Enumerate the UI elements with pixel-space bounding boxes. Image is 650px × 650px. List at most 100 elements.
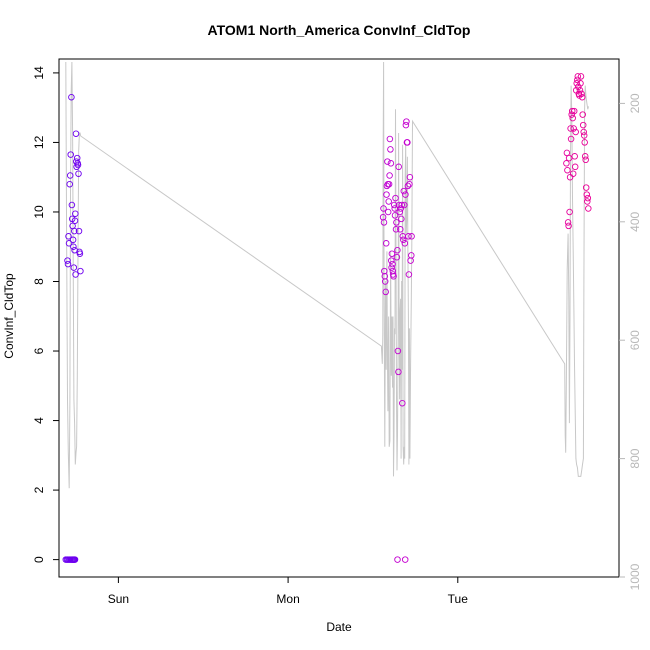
- data-point: [584, 198, 591, 205]
- data-point: [570, 107, 578, 115]
- data-point: [67, 151, 74, 158]
- data-point: [569, 114, 576, 122]
- data-point: [381, 278, 389, 285]
- data-point: [402, 121, 410, 129]
- data-point: [395, 163, 402, 171]
- data-point: [583, 191, 591, 198]
- data-point: [392, 194, 399, 202]
- y2-tick-label: 1000: [628, 563, 642, 590]
- data-point: [389, 260, 396, 268]
- data-point: [382, 240, 390, 247]
- data-point: [66, 172, 74, 179]
- data-point: [398, 215, 405, 223]
- data-point: [394, 246, 401, 254]
- data-point: [72, 130, 80, 137]
- data-point: [387, 146, 394, 153]
- data-point: [65, 240, 73, 247]
- points-layer: [62, 73, 592, 563]
- data-point: [396, 208, 404, 216]
- data-point: [64, 257, 71, 264]
- data-point: [395, 201, 403, 209]
- data-point: [65, 233, 72, 240]
- data-point: [394, 347, 402, 355]
- data-point: [77, 267, 84, 275]
- data-point: [391, 205, 398, 212]
- data-point: [380, 219, 388, 226]
- data-point: [385, 180, 393, 188]
- y-axis-label: ConvInf_CldTop: [2, 273, 16, 359]
- data-point: [70, 243, 77, 250]
- data-point: [579, 111, 586, 118]
- data-point: [563, 149, 571, 157]
- y-tick-label: 14: [32, 66, 46, 80]
- data-point: [71, 217, 79, 224]
- pressure-series-line: [65, 61, 589, 489]
- data-point: [385, 198, 392, 205]
- data-point: [400, 187, 408, 195]
- data-point: [70, 264, 78, 271]
- data-point: [66, 180, 73, 188]
- data-point: [390, 273, 397, 280]
- data-point: [581, 139, 588, 146]
- data-point: [406, 173, 414, 181]
- x-tick-label: Sun: [108, 592, 129, 606]
- data-point: [567, 125, 574, 132]
- data-point: [582, 156, 589, 164]
- data-point: [405, 271, 413, 278]
- data-point: [569, 170, 577, 177]
- data-point: [64, 260, 72, 268]
- data-point: [390, 201, 398, 209]
- data-point: [76, 250, 84, 257]
- data-point: [388, 257, 395, 264]
- y-tick-label: 10: [32, 205, 46, 219]
- data-point: [573, 80, 580, 87]
- x-axis-label: Date: [326, 620, 352, 634]
- data-point: [578, 90, 585, 98]
- data-point: [73, 163, 80, 171]
- data-point: [564, 166, 571, 174]
- data-point: [397, 226, 404, 233]
- data-point: [575, 83, 582, 91]
- pressure-line-layer: [65, 61, 589, 489]
- data-point: [408, 233, 415, 240]
- y2-axis: 200 400 600 800 1000: [619, 93, 642, 590]
- data-point: [401, 556, 409, 563]
- data-point: [388, 264, 395, 271]
- x-tick-label: Tue: [448, 592, 469, 606]
- data-point: [397, 205, 405, 212]
- data-point: [400, 236, 407, 244]
- data-point: [75, 170, 82, 177]
- data-point: [404, 182, 412, 190]
- x-tick-label: Mon: [276, 592, 299, 606]
- data-point: [565, 222, 572, 230]
- data-point: [574, 73, 582, 80]
- data-point: [572, 128, 579, 136]
- data-point: [566, 208, 573, 216]
- data-point: [395, 368, 402, 376]
- data-point: [580, 132, 588, 139]
- data-point: [383, 191, 390, 198]
- data-point: [386, 135, 394, 143]
- data-point: [580, 128, 587, 136]
- y-tick-label: 8: [32, 278, 46, 285]
- data-point: [564, 219, 572, 226]
- data-point: [68, 201, 76, 209]
- data-point: [577, 80, 584, 87]
- data-point: [581, 153, 589, 160]
- data-point: [71, 227, 78, 235]
- data-point: [384, 158, 391, 165]
- plot-frame: [58, 58, 620, 578]
- data-point: [574, 76, 581, 84]
- data-point: [568, 107, 576, 115]
- y-tick-label: 0: [32, 556, 46, 563]
- data-point: [565, 154, 573, 162]
- x-axis: Sun Mon Tue: [108, 577, 469, 606]
- data-point: [584, 194, 592, 202]
- data-point: [394, 556, 401, 563]
- data-point: [577, 73, 585, 80]
- data-point: [408, 252, 415, 259]
- data-point: [571, 153, 578, 160]
- y2-tick-label: 400: [628, 211, 642, 231]
- data-point: [387, 160, 395, 167]
